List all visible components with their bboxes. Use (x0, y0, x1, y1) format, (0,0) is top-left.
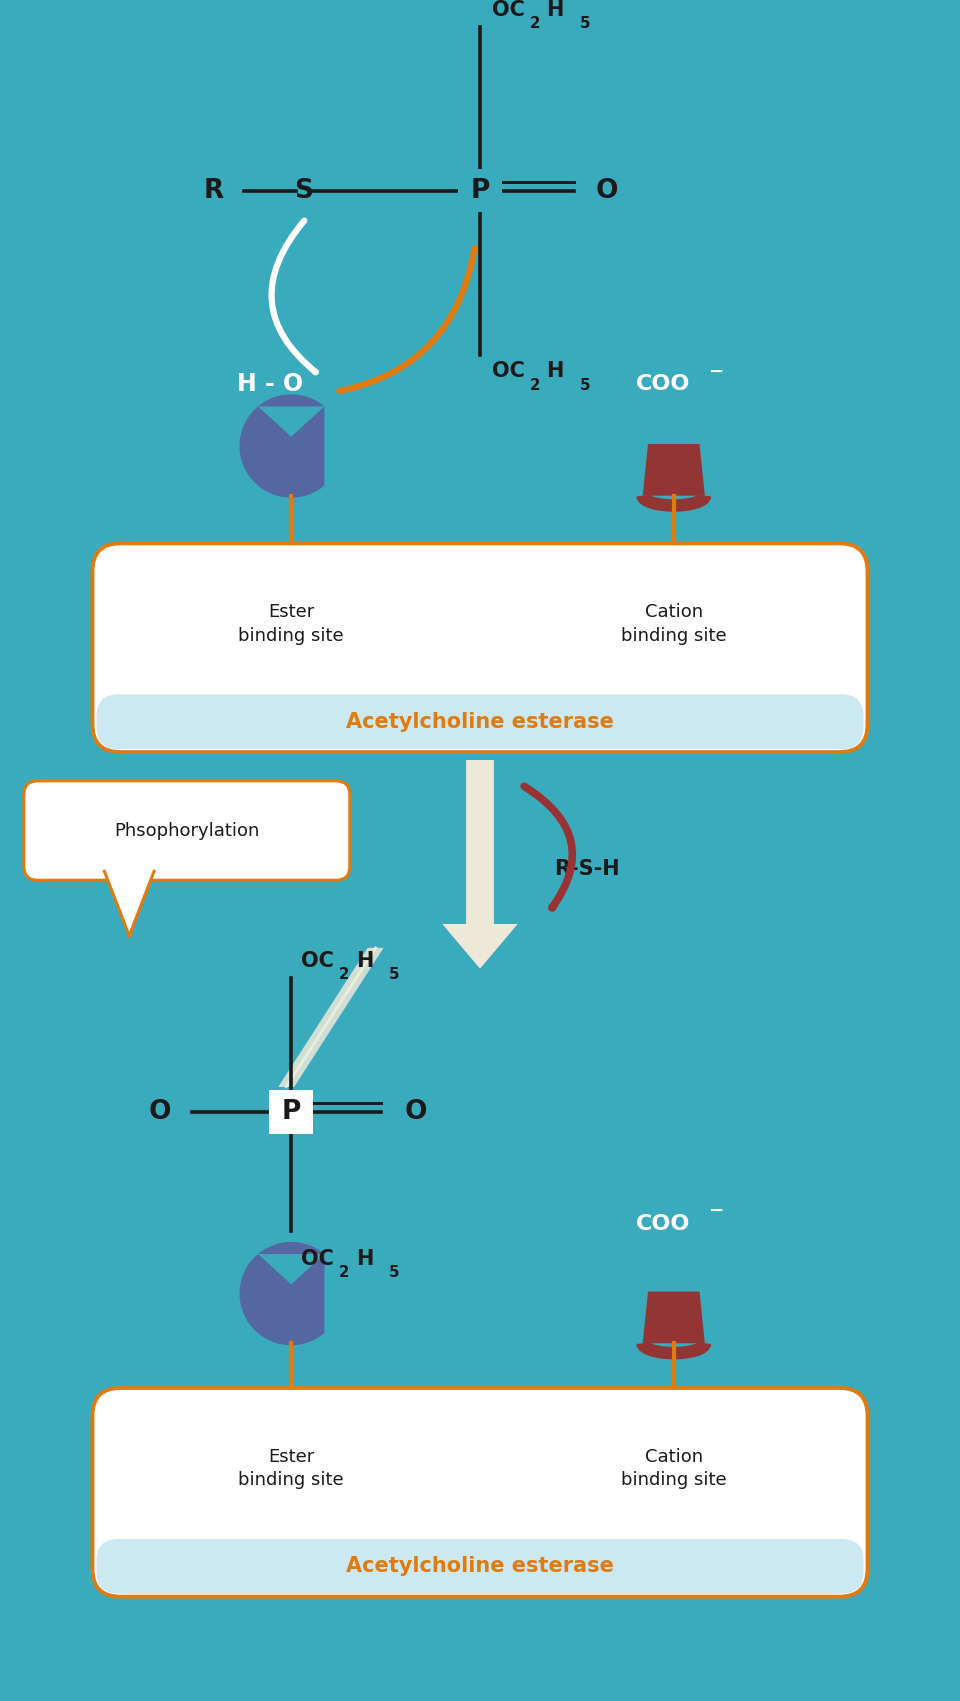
Text: COO: COO (636, 1215, 690, 1233)
Text: 5: 5 (580, 378, 589, 393)
Text: Cation
binding site: Cation binding site (621, 602, 727, 645)
Polygon shape (278, 947, 384, 1087)
Text: OC: OC (301, 1249, 334, 1269)
FancyArrowPatch shape (340, 248, 474, 391)
Text: OC: OC (301, 951, 334, 971)
Text: H - O: H - O (236, 373, 302, 396)
Text: P: P (281, 1099, 300, 1124)
Text: Phsophorylation: Phsophorylation (114, 822, 259, 840)
FancyBboxPatch shape (24, 781, 349, 879)
FancyArrowPatch shape (272, 221, 316, 373)
Polygon shape (443, 760, 517, 968)
Text: COO: COO (636, 374, 690, 395)
Text: O: O (596, 177, 618, 204)
Text: −: − (708, 1203, 723, 1220)
Text: O: O (149, 1099, 171, 1124)
Text: P: P (470, 177, 490, 204)
Bar (270, 1090, 313, 1133)
Text: Ester
binding site: Ester binding site (238, 1448, 344, 1488)
FancyBboxPatch shape (96, 694, 864, 748)
Text: 2: 2 (339, 1266, 349, 1281)
Text: Acetylcholine esterase: Acetylcholine esterase (346, 1556, 614, 1577)
Text: H: H (546, 0, 564, 20)
Text: 2: 2 (339, 968, 349, 981)
Text: O: O (404, 1099, 426, 1124)
Polygon shape (105, 871, 154, 936)
Polygon shape (240, 395, 324, 498)
Polygon shape (240, 1242, 324, 1345)
Bar (458, 168, 502, 213)
Text: 2: 2 (530, 378, 540, 393)
Text: −: − (708, 362, 723, 381)
Text: —: — (340, 177, 366, 204)
FancyBboxPatch shape (92, 543, 868, 752)
Text: —: — (256, 177, 282, 204)
Polygon shape (642, 1291, 705, 1344)
Text: 5: 5 (389, 1266, 399, 1281)
FancyBboxPatch shape (96, 1539, 864, 1594)
Text: H: H (356, 951, 373, 971)
Text: H: H (546, 362, 564, 381)
Text: H: H (356, 1249, 373, 1269)
Text: 5: 5 (389, 968, 399, 981)
FancyArrowPatch shape (524, 786, 572, 908)
Text: Ester
binding site: Ester binding site (238, 602, 344, 645)
Text: OC: OC (492, 362, 525, 381)
Polygon shape (642, 444, 705, 495)
FancyBboxPatch shape (92, 1388, 868, 1597)
Text: OC: OC (492, 0, 525, 20)
Text: S: S (294, 177, 313, 204)
Text: 5: 5 (580, 17, 589, 31)
Text: 2: 2 (530, 17, 540, 31)
Text: R-S-H: R-S-H (555, 859, 620, 879)
Text: R: R (204, 177, 224, 204)
Text: Cation
binding site: Cation binding site (621, 1448, 727, 1488)
Text: Acetylcholine esterase: Acetylcholine esterase (346, 711, 614, 731)
